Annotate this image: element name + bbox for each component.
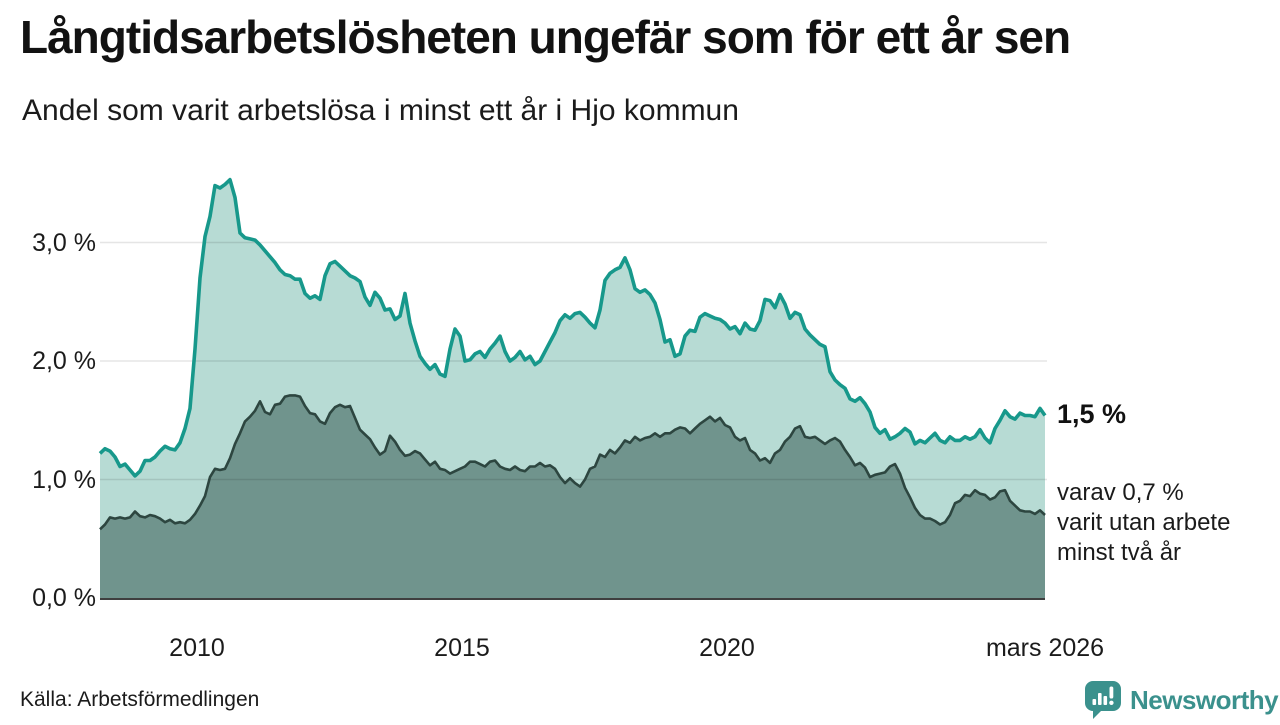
series-end-value-label: 1,5 % xyxy=(1057,398,1127,429)
source-attribution: Källa: Arbetsförmedlingen xyxy=(20,688,260,711)
y-axis-tick-1: 1,0 % xyxy=(32,465,96,494)
y-axis-tick-3: 3,0 % xyxy=(32,228,96,257)
newsworthy-logo[interactable]: Newsworthy xyxy=(1084,680,1279,720)
x-axis-tick-mars-2026: mars 2026 xyxy=(985,634,1105,662)
y-axis-tick-0: 0,0 % xyxy=(32,584,96,612)
x-axis-tick-2010: 2010 xyxy=(169,634,225,662)
newsworthy-logo-text: Newsworthy xyxy=(1130,684,1279,715)
chart-subtitle: Andel som varit arbetslösa i minst ett å… xyxy=(22,94,739,127)
x-axis-tick-2015: 2015 xyxy=(434,634,490,662)
x-axis-tick-2020: 2020 xyxy=(699,634,755,662)
end-note-line-1: varav 0,7 % xyxy=(1057,479,1184,507)
line-one-year xyxy=(98,177,1047,478)
area-fill-two-years xyxy=(100,395,1045,598)
line-two-years xyxy=(99,394,1046,531)
series-end-note: varav 0,7 % varit utan arbete minst två … xyxy=(1057,478,1230,568)
end-note-line-2: varit utan arbete xyxy=(1057,509,1231,537)
end-note-line-3: minst två år xyxy=(1057,539,1182,567)
y-axis-tick-2: 2,0 % xyxy=(32,347,96,375)
newsworthy-logo-icon xyxy=(1084,680,1122,720)
page-title: Långtidsarbetslösheten ungefär som för e… xyxy=(20,11,1071,63)
